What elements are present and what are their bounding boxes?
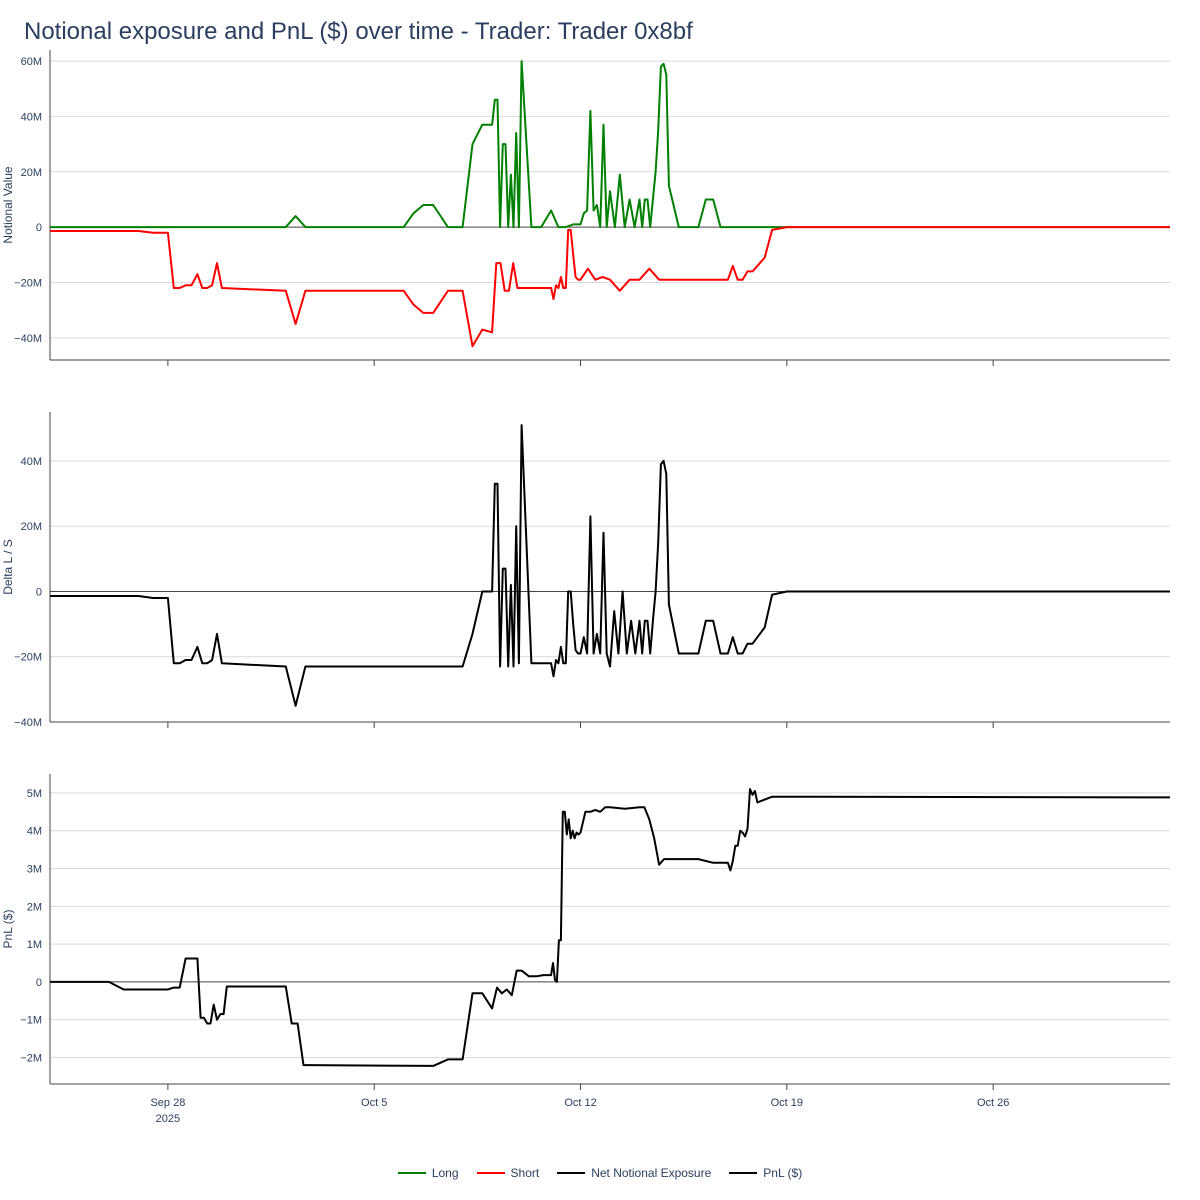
legend-item-short[interactable]: Short — [476, 1166, 540, 1180]
series-line-net-notional-exposure — [50, 424, 1170, 707]
y-tick-label: 0 — [36, 586, 42, 598]
legend-swatch-short — [476, 1172, 505, 1174]
series-line-long — [50, 60, 1170, 229]
y-tick-label: 1M — [27, 939, 42, 951]
y-tick-label: 20M — [21, 521, 42, 533]
y-tick-label: 3M — [27, 864, 42, 876]
legend-label-pnl: PnL ($) — [763, 1166, 803, 1180]
y-tick-label: 2M — [27, 901, 42, 913]
y-tick-label: −40M — [14, 717, 42, 729]
y-tick-label: 40M — [21, 111, 42, 123]
series-line-short — [50, 226, 1170, 348]
x-tick-label: Oct 26 — [977, 1097, 1009, 1109]
y-axis-title: Notional Value — [1, 166, 15, 243]
y-tick-label: 0 — [36, 222, 42, 234]
y-tick-label: −40M — [14, 333, 42, 345]
legend-item-long[interactable]: Long — [397, 1166, 459, 1180]
y-tick-label: 40M — [21, 456, 42, 468]
legend-label-long: Long — [431, 1166, 459, 1180]
legend-swatch-pnl — [729, 1172, 758, 1174]
y-tick-label: 5M — [27, 788, 42, 800]
legend: Long Short Net Notional Exposure PnL ($) — [0, 1166, 1200, 1180]
y-tick-label: 60M — [21, 56, 42, 68]
y-tick-label: 20M — [21, 167, 42, 179]
y-tick-label: −20M — [14, 278, 42, 290]
y-tick-label: −1M — [20, 1015, 42, 1027]
x-tick-label: Oct 12 — [564, 1097, 596, 1109]
y-axis-title: PnL ($) — [1, 910, 15, 949]
y-tick-label: −20M — [14, 652, 42, 664]
x-tick-label: Sep 28 — [150, 1097, 185, 1109]
panel-pnl: 5M 4M 3M 2M 1M 0 −1M −2M PnL ($) — [1, 774, 1171, 1090]
x-tick-year-label: 2025 — [156, 1113, 180, 1125]
legend-item-pnl[interactable]: PnL ($) — [729, 1166, 802, 1180]
series-line-pnl- — [50, 788, 1171, 1067]
x-tick-label: Oct 5 — [361, 1097, 387, 1109]
y-tick-label: 0 — [36, 977, 42, 989]
x-tick-label: Oct 19 — [771, 1097, 803, 1109]
legend-label-net-notional: Net Notional Exposure — [591, 1166, 712, 1180]
panel-notional: 60M 40M 20M 0 −20M −40M Notional Value — [1, 50, 1170, 366]
y-tick-label: −2M — [20, 1053, 42, 1065]
panel-delta: 40M 20M 0 −20M −40M Delta L / S — [1, 412, 1170, 729]
legend-swatch-long — [397, 1172, 426, 1174]
chart-title: Notional exposure and PnL ($) over time … — [24, 18, 693, 45]
y-axis-title: Delta L / S — [1, 539, 15, 595]
legend-item-net-notional[interactable]: Net Notional Exposure — [557, 1166, 711, 1180]
legend-swatch-net-notional — [557, 1172, 586, 1174]
y-tick-label: 4M — [27, 826, 42, 838]
legend-label-short: Short — [510, 1166, 540, 1180]
chart-area: 60M 40M 20M 0 −20M −40M Notional Value 40M 20M 0 −… — [1, 50, 1171, 1125]
